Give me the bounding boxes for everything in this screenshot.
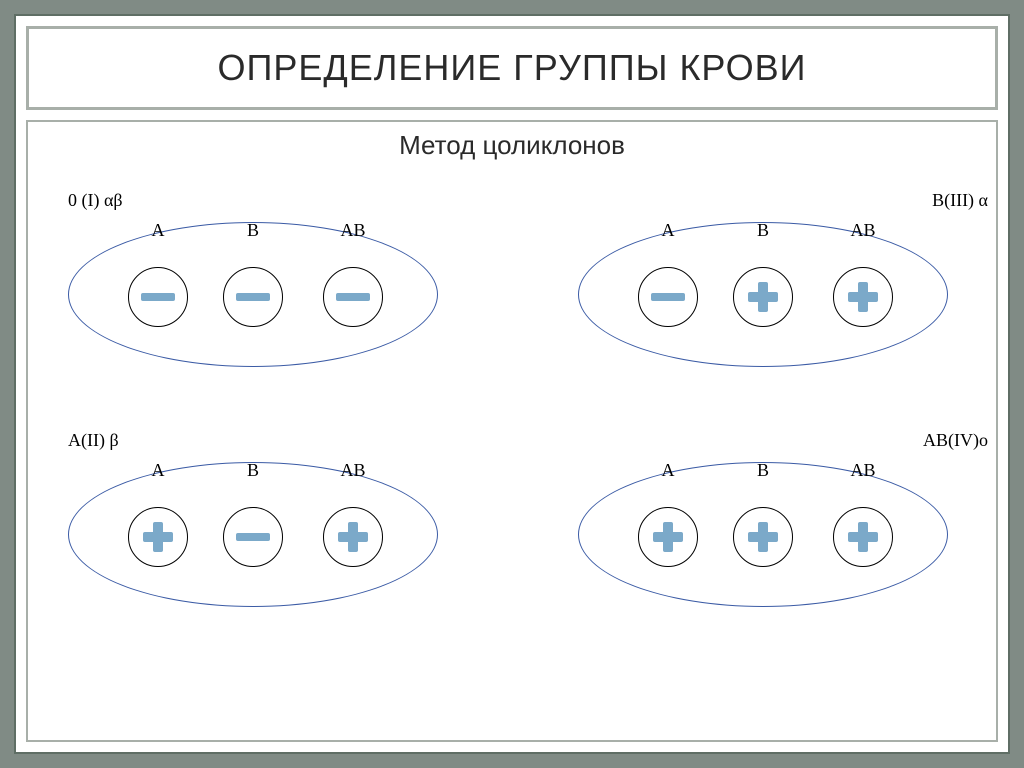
plus-icon-v — [858, 522, 868, 552]
panel-group-a-ii: A(II) βABAB — [68, 462, 438, 607]
minus-icon — [141, 293, 175, 301]
subtitle: Метод цоликлонов — [28, 130, 996, 161]
result-circle — [833, 267, 893, 327]
panel-label: 0 (I) αβ — [68, 190, 123, 211]
column-label: AB — [340, 460, 365, 481]
plus-icon-v — [348, 522, 358, 552]
panel-group-ab-iv: AB(IV)oABAB — [578, 462, 948, 607]
column-label: AB — [340, 220, 365, 241]
content-box: Метод цоликлонов 0 (I) αβABABB(III) αABA… — [26, 120, 998, 742]
panel-group-o-i: 0 (I) αβABAB — [68, 222, 438, 367]
plus-icon-v — [858, 282, 868, 312]
column-label: B — [247, 220, 259, 241]
column-label: B — [247, 460, 259, 481]
column-label: AB — [850, 460, 875, 481]
panel-label: A(II) β — [68, 430, 119, 451]
title-box: ОПРЕДЕЛЕНИЕ ГРУППЫ КРОВИ — [26, 26, 998, 110]
panel-label: AB(IV)o — [923, 430, 988, 451]
result-circle — [223, 507, 283, 567]
column-label: A — [152, 220, 165, 241]
result-circle — [638, 267, 698, 327]
plus-icon-v — [663, 522, 673, 552]
result-circle — [323, 507, 383, 567]
column-label: A — [152, 460, 165, 481]
column-label: AB — [850, 220, 875, 241]
plus-icon-v — [153, 522, 163, 552]
result-circle — [223, 267, 283, 327]
panel-label: B(III) α — [932, 190, 988, 211]
minus-icon — [236, 533, 270, 541]
result-circle — [323, 267, 383, 327]
column-label: A — [662, 220, 675, 241]
plus-icon-v — [758, 522, 768, 552]
slide-frame: ОПРЕДЕЛЕНИЕ ГРУППЫ КРОВИ Метод цоликлоно… — [14, 14, 1010, 754]
result-circle — [638, 507, 698, 567]
panel-group-b-iii: B(III) αABAB — [578, 222, 948, 367]
column-label: B — [757, 220, 769, 241]
result-circle — [833, 507, 893, 567]
result-circle — [733, 267, 793, 327]
result-circle — [128, 507, 188, 567]
minus-icon — [236, 293, 270, 301]
result-circle — [128, 267, 188, 327]
slide-title: ОПРЕДЕЛЕНИЕ ГРУППЫ КРОВИ — [39, 47, 985, 89]
minus-icon — [651, 293, 685, 301]
minus-icon — [336, 293, 370, 301]
result-circle — [733, 507, 793, 567]
column-label: A — [662, 460, 675, 481]
plus-icon-v — [758, 282, 768, 312]
column-label: B — [757, 460, 769, 481]
